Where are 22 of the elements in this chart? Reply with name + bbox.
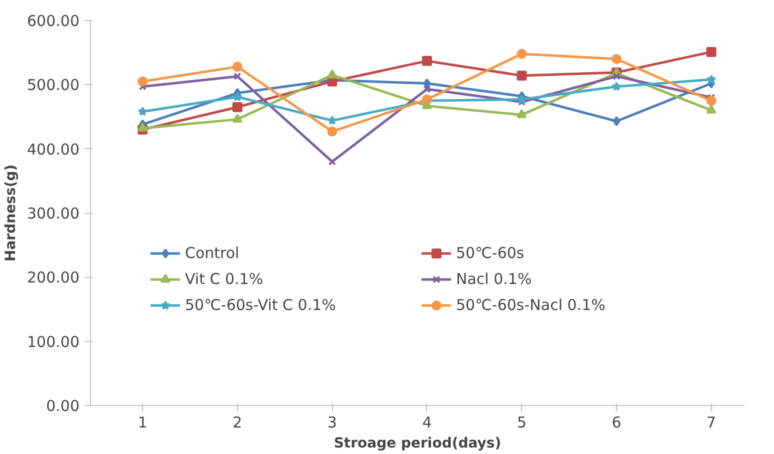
legend-label: Nacl 0.1% <box>456 270 533 288</box>
legend-label: 50℃-60s-Vit C 0.1% <box>185 296 337 314</box>
x-tick-label: 7 <box>706 414 716 432</box>
x-axis-title: Stroage period(days) <box>334 436 502 452</box>
x-tick-label: 2 <box>232 414 242 432</box>
y-tick-label: 400.00 <box>27 140 80 158</box>
legend-label: Control <box>185 244 240 262</box>
x-tick-label: 4 <box>422 414 432 432</box>
y-tick-label: 600.00 <box>27 12 80 30</box>
x-tick-label: 5 <box>516 414 527 432</box>
y-axis-title: Hardness(g) <box>3 164 20 262</box>
legend-label: 50℃-60s <box>456 244 526 262</box>
x-tick-label: 6 <box>612 414 622 432</box>
legend-label: Vit C 0.1% <box>185 270 264 288</box>
y-tick-label: 300.00 <box>27 204 80 222</box>
y-tick-label: 0.00 <box>46 397 80 415</box>
x-tick-label: 3 <box>327 414 337 432</box>
y-tick-label: 500.00 <box>27 76 80 94</box>
y-tick-label: 200.00 <box>27 268 80 287</box>
legend-label: 50℃-60s-Nacl 0.1% <box>456 296 606 314</box>
y-tick-label: 100.00 <box>27 332 80 351</box>
x-tick-label: 1 <box>138 414 148 432</box>
